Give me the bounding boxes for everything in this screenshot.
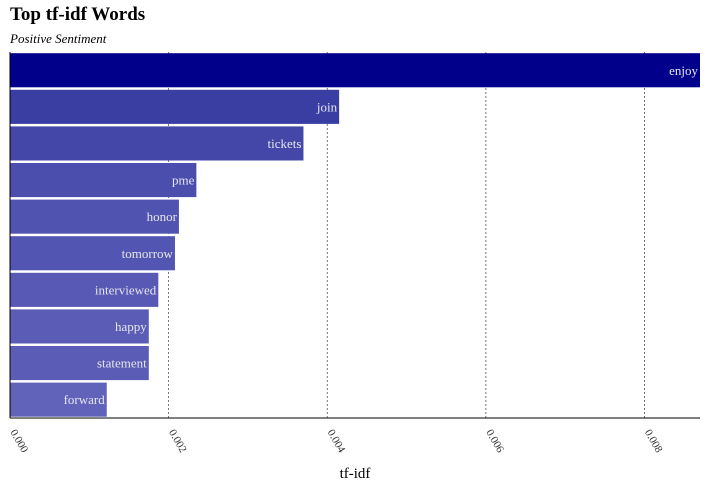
x-tick-label: 0.006 xyxy=(483,428,506,456)
bar-label: join xyxy=(316,99,338,114)
x-tick-label: 0.008 xyxy=(642,428,665,456)
bars xyxy=(10,53,700,417)
bar xyxy=(10,53,700,88)
x-axis-title: tf-idf xyxy=(340,466,371,482)
bar-label: tomorrow xyxy=(122,246,174,261)
chart-title: Top tf-idf Words xyxy=(10,4,146,25)
bar xyxy=(10,236,175,271)
bar xyxy=(10,89,340,124)
chart-subtitle: Positive Sentiment xyxy=(10,31,107,46)
bar-label: forward xyxy=(64,392,106,407)
x-tick-label: 0.004 xyxy=(325,428,348,456)
bar-label: interviewed xyxy=(95,282,157,297)
bar xyxy=(10,163,197,198)
bar-label: happy xyxy=(115,319,147,334)
bar xyxy=(10,382,107,417)
bar-labels: enjoy join tickets pme honor tomorrow intervie… xyxy=(64,63,699,407)
bar-label: statement xyxy=(97,356,147,371)
x-tick-label: 0.000 xyxy=(7,428,30,456)
bar xyxy=(10,272,159,307)
x-tick-label: 0.002 xyxy=(166,428,189,455)
bar xyxy=(10,346,149,381)
bar-label: pme xyxy=(172,173,195,188)
bar-label: tickets xyxy=(268,136,302,151)
bar xyxy=(10,199,179,234)
bar xyxy=(10,126,304,161)
bar-label: enjoy xyxy=(669,63,698,78)
bar xyxy=(10,309,149,344)
bar-label: honor xyxy=(147,209,178,224)
